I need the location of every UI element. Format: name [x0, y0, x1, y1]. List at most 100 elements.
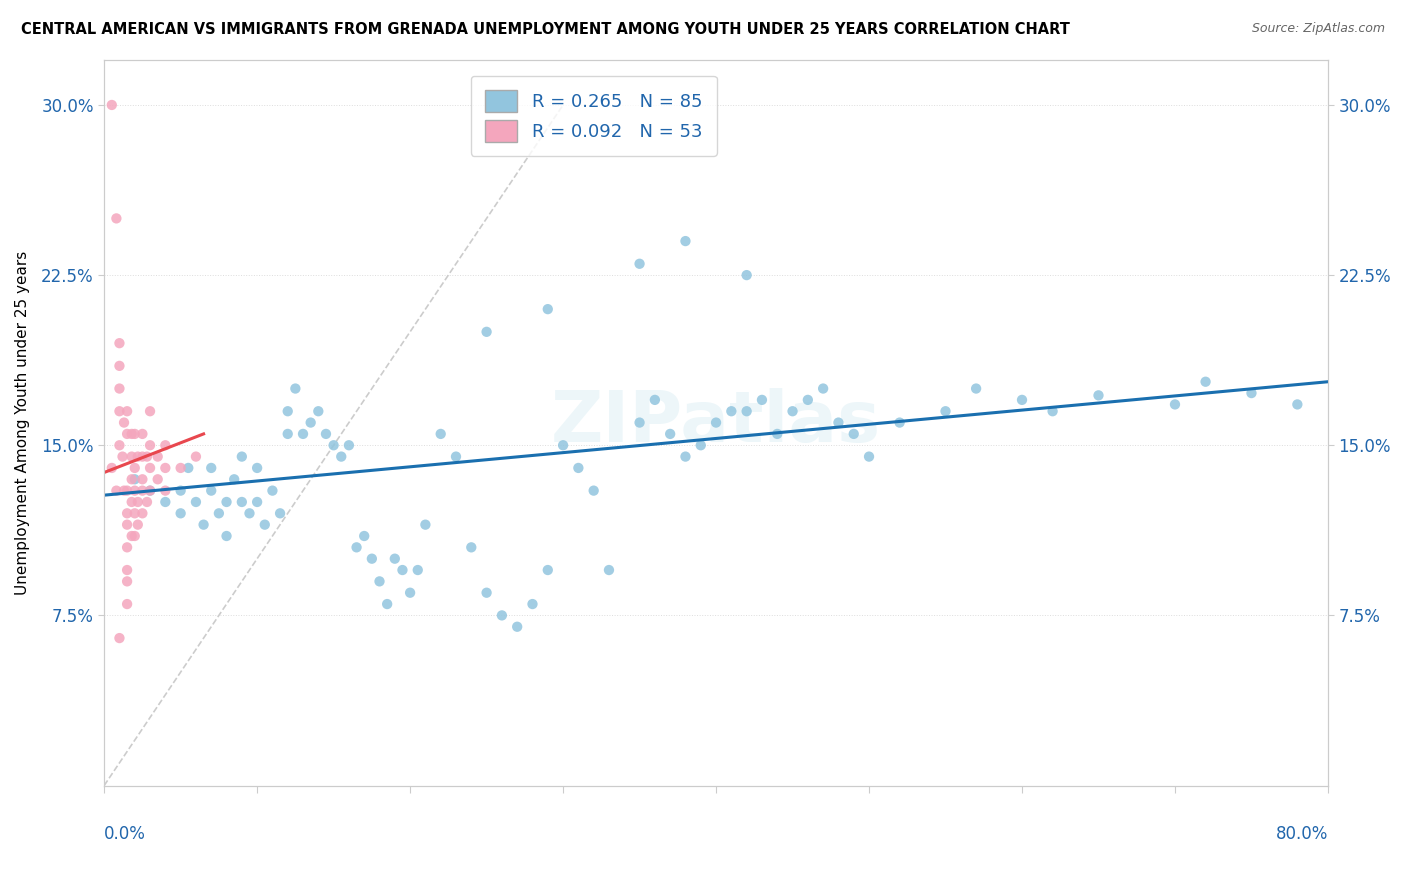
Point [238, 506, 260, 520]
Point [115, 483, 138, 498]
Point [735, 404, 758, 418]
Point [139, 483, 162, 498]
Point [169, 506, 191, 520]
Point [131, 472, 153, 486]
Point [169, 483, 191, 498]
Point [108, 631, 131, 645]
Point [155, 461, 177, 475]
Point [131, 426, 153, 441]
Point [506, 620, 529, 634]
Point [735, 268, 758, 282]
Point [406, 563, 429, 577]
Point [628, 416, 651, 430]
Point [360, 551, 382, 566]
Point [704, 416, 727, 430]
Legend: R = 0.265   N = 85, R = 0.092   N = 53: R = 0.265 N = 85, R = 0.092 N = 53 [471, 76, 717, 156]
Point [200, 461, 222, 475]
Point [184, 450, 207, 464]
Point [169, 461, 191, 475]
Point [284, 382, 307, 396]
Point [811, 382, 834, 396]
Point [108, 438, 131, 452]
Point [177, 461, 200, 475]
Point [115, 426, 138, 441]
Point [121, 529, 143, 543]
Point [115, 574, 138, 589]
Point [675, 450, 697, 464]
Point [146, 472, 169, 486]
Point [215, 529, 238, 543]
Text: ZIPatlas: ZIPatlas [551, 388, 882, 457]
Point [231, 495, 253, 509]
Point [797, 392, 820, 407]
Point [277, 404, 299, 418]
Text: Source: ZipAtlas.com: Source: ZipAtlas.com [1251, 22, 1385, 36]
Point [269, 506, 291, 520]
Point [460, 541, 482, 555]
Point [384, 551, 406, 566]
Point [124, 529, 146, 543]
Point [121, 495, 143, 509]
Point [139, 404, 162, 418]
Point [330, 450, 353, 464]
Point [1042, 404, 1064, 418]
Point [155, 483, 177, 498]
Point [391, 563, 413, 577]
Text: 0.0%: 0.0% [104, 825, 146, 844]
Point [537, 563, 560, 577]
Point [121, 472, 143, 486]
Point [782, 404, 804, 418]
Point [522, 597, 544, 611]
Point [689, 438, 711, 452]
Point [115, 597, 138, 611]
Point [322, 438, 344, 452]
Point [751, 392, 773, 407]
Point [551, 438, 574, 452]
Point [115, 506, 138, 520]
Point [231, 450, 253, 464]
Point [337, 438, 360, 452]
Point [208, 506, 231, 520]
Point [136, 495, 159, 509]
Point [115, 563, 138, 577]
Point [108, 336, 131, 351]
Point [184, 495, 207, 509]
Text: 80.0%: 80.0% [1275, 825, 1327, 844]
Point [292, 426, 315, 441]
Point [934, 404, 956, 418]
Point [127, 495, 149, 509]
Point [139, 483, 162, 498]
Point [121, 426, 143, 441]
Point [121, 450, 143, 464]
Point [139, 461, 162, 475]
Point [475, 585, 498, 599]
Point [1240, 386, 1263, 401]
Point [582, 483, 605, 498]
Point [108, 404, 131, 418]
Point [307, 404, 329, 418]
Point [112, 483, 135, 498]
Y-axis label: Unemployment Among Youth under 25 years: Unemployment Among Youth under 25 years [15, 251, 30, 595]
Point [889, 416, 911, 430]
Point [246, 461, 269, 475]
Point [598, 563, 620, 577]
Point [124, 461, 146, 475]
Point [127, 450, 149, 464]
Point [375, 597, 398, 611]
Point [253, 517, 276, 532]
Point [200, 483, 222, 498]
Point [277, 426, 299, 441]
Point [965, 382, 987, 396]
Point [415, 517, 437, 532]
Point [491, 608, 513, 623]
Point [766, 426, 789, 441]
Point [827, 416, 849, 430]
Point [246, 495, 269, 509]
Point [115, 541, 138, 555]
Point [105, 483, 128, 498]
Point [346, 541, 368, 555]
Point [193, 517, 215, 532]
Point [146, 450, 169, 464]
Point [353, 529, 375, 543]
Point [475, 325, 498, 339]
